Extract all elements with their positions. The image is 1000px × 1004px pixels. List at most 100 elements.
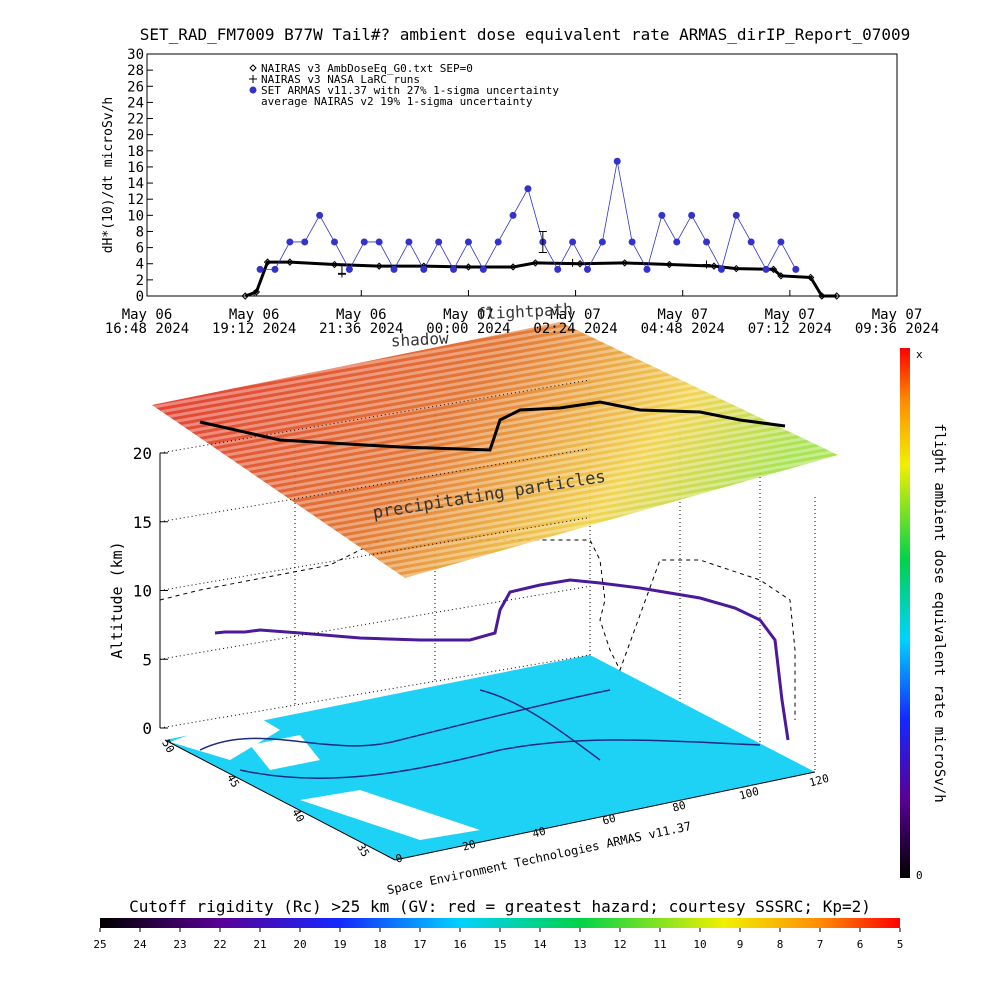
x-tick-label: May 07	[657, 307, 708, 323]
diamond-point	[252, 288, 261, 296]
dot-point	[479, 265, 487, 273]
diamond-point	[263, 258, 272, 266]
dot-point	[688, 211, 696, 219]
rigidity-tick-label: 5	[897, 938, 904, 951]
y-tick-label: 2	[136, 273, 144, 289]
dot-point	[301, 238, 309, 246]
diamond-point	[806, 273, 815, 282]
flight-path-shadow	[159, 539, 796, 720]
dose-colorbar	[900, 348, 910, 878]
diamond-point	[769, 265, 778, 274]
lon-tick-label: 100	[738, 785, 761, 803]
dot-point	[598, 238, 606, 246]
lon-axis	[394, 771, 816, 861]
z-tick-label: 20	[133, 444, 152, 463]
x-tick-label: 00:00 2024	[426, 321, 510, 337]
rigidity-tick-label: 22	[213, 938, 226, 951]
diamond-point	[509, 263, 517, 271]
diamond-point	[818, 292, 826, 300]
z-grid-line	[159, 585, 591, 660]
dot-point	[524, 185, 532, 193]
diamond-point	[833, 292, 841, 300]
series	[249, 86, 800, 273]
plot-frame	[146, 53, 898, 297]
annotation: shadow	[390, 328, 449, 350]
diamond-point	[732, 264, 740, 273]
z-grid-line	[159, 654, 591, 729]
x-tick-label: 21:36 2024	[319, 321, 403, 337]
dot-point	[554, 265, 562, 273]
series	[337, 230, 547, 275]
x-tick-label: May 07	[550, 307, 601, 323]
rigidity-tick-label: 16	[453, 938, 466, 951]
series	[249, 75, 711, 278]
dot-point	[420, 265, 428, 273]
dot-point	[450, 265, 458, 273]
rigidity-tick-label: 7	[817, 938, 824, 951]
y-tick-label: 30	[127, 47, 144, 63]
dot-point	[792, 265, 800, 273]
x-tick-label: May 06	[122, 307, 173, 323]
lat-axis	[164, 739, 396, 861]
y-tick-label: 4	[136, 257, 144, 273]
plus-point	[702, 260, 711, 269]
lat-tick-label: 50	[159, 737, 177, 755]
rigidity-tick-label: 8	[777, 938, 784, 951]
x-tick-label: 07:12 2024	[748, 321, 832, 337]
rigidity-tick-label: 14	[533, 938, 547, 951]
dot-point	[509, 211, 517, 219]
x-tick-label: 09:36 2024	[855, 321, 939, 337]
dot-point	[613, 157, 621, 165]
y-tick-label: 26	[127, 79, 144, 95]
rigidity-tick-label: 25	[93, 938, 106, 951]
plus-point	[249, 75, 257, 83]
x-tick-label: May 07	[443, 307, 494, 323]
rigidity-colorbar-label: Cutoff rigidity (Rc) >25 km (GV: red = g…	[129, 897, 871, 916]
legend-label: average NAIRAS v2 19% 1-sigma uncertaint…	[261, 95, 533, 108]
dose-colorbar-label: flight ambient dose equivalent rate micr…	[931, 423, 947, 802]
dot-point	[732, 211, 740, 219]
lon-tick-label: 80	[671, 799, 687, 815]
dot-point	[375, 238, 383, 246]
diamond-point	[531, 259, 540, 267]
diamond-point	[330, 260, 339, 269]
dose-colorbar-tick: x	[916, 348, 923, 361]
y-tick-label: 8	[136, 224, 144, 240]
y-tick-label: 14	[127, 176, 144, 192]
diamond-point	[464, 263, 473, 271]
dot-point	[777, 238, 785, 246]
y-tick-label: 18	[127, 144, 144, 160]
dot-point	[345, 265, 353, 273]
dot-point	[762, 265, 770, 273]
legend-label: NAIRAS v3 AmbDoseEq_G0.txt SEP=0	[261, 62, 473, 75]
diamond-point	[665, 260, 674, 269]
land-white	[170, 712, 480, 840]
y-tick-label: 22	[127, 112, 144, 128]
z-tick-label: 0	[142, 719, 152, 738]
dot-point	[271, 265, 279, 273]
diamond-point	[286, 258, 294, 266]
legend-label: SET ARMAS v11.37 with 27% 1-sigma uncert…	[261, 84, 559, 97]
series	[241, 64, 841, 300]
dot-point	[494, 238, 502, 246]
y-tick-label: 10	[127, 208, 144, 224]
series-line	[260, 161, 797, 271]
dot-point	[360, 238, 368, 246]
x-tick-label: May 07	[765, 307, 816, 323]
rigidity-tick-label: 23	[173, 938, 186, 951]
rigidity-tick-label: 20	[293, 938, 306, 951]
particle-plane-lines	[152, 322, 838, 578]
dot-point	[249, 86, 257, 94]
z-grid-line	[159, 379, 591, 454]
lat-tick-label: 35	[354, 841, 372, 859]
z-tick-label: 5	[142, 650, 152, 669]
lat-tick-label: 40	[289, 807, 307, 825]
z-tick-label: 10	[133, 582, 152, 601]
dot-point	[658, 211, 666, 219]
legend-label: NAIRAS v3 NASA LaRC runs	[261, 73, 420, 86]
x-tick-label: 16:48 2024	[105, 321, 189, 337]
dot-point	[435, 238, 443, 246]
rigidity-tick-label: 15	[493, 938, 506, 951]
dot-point	[717, 265, 725, 273]
